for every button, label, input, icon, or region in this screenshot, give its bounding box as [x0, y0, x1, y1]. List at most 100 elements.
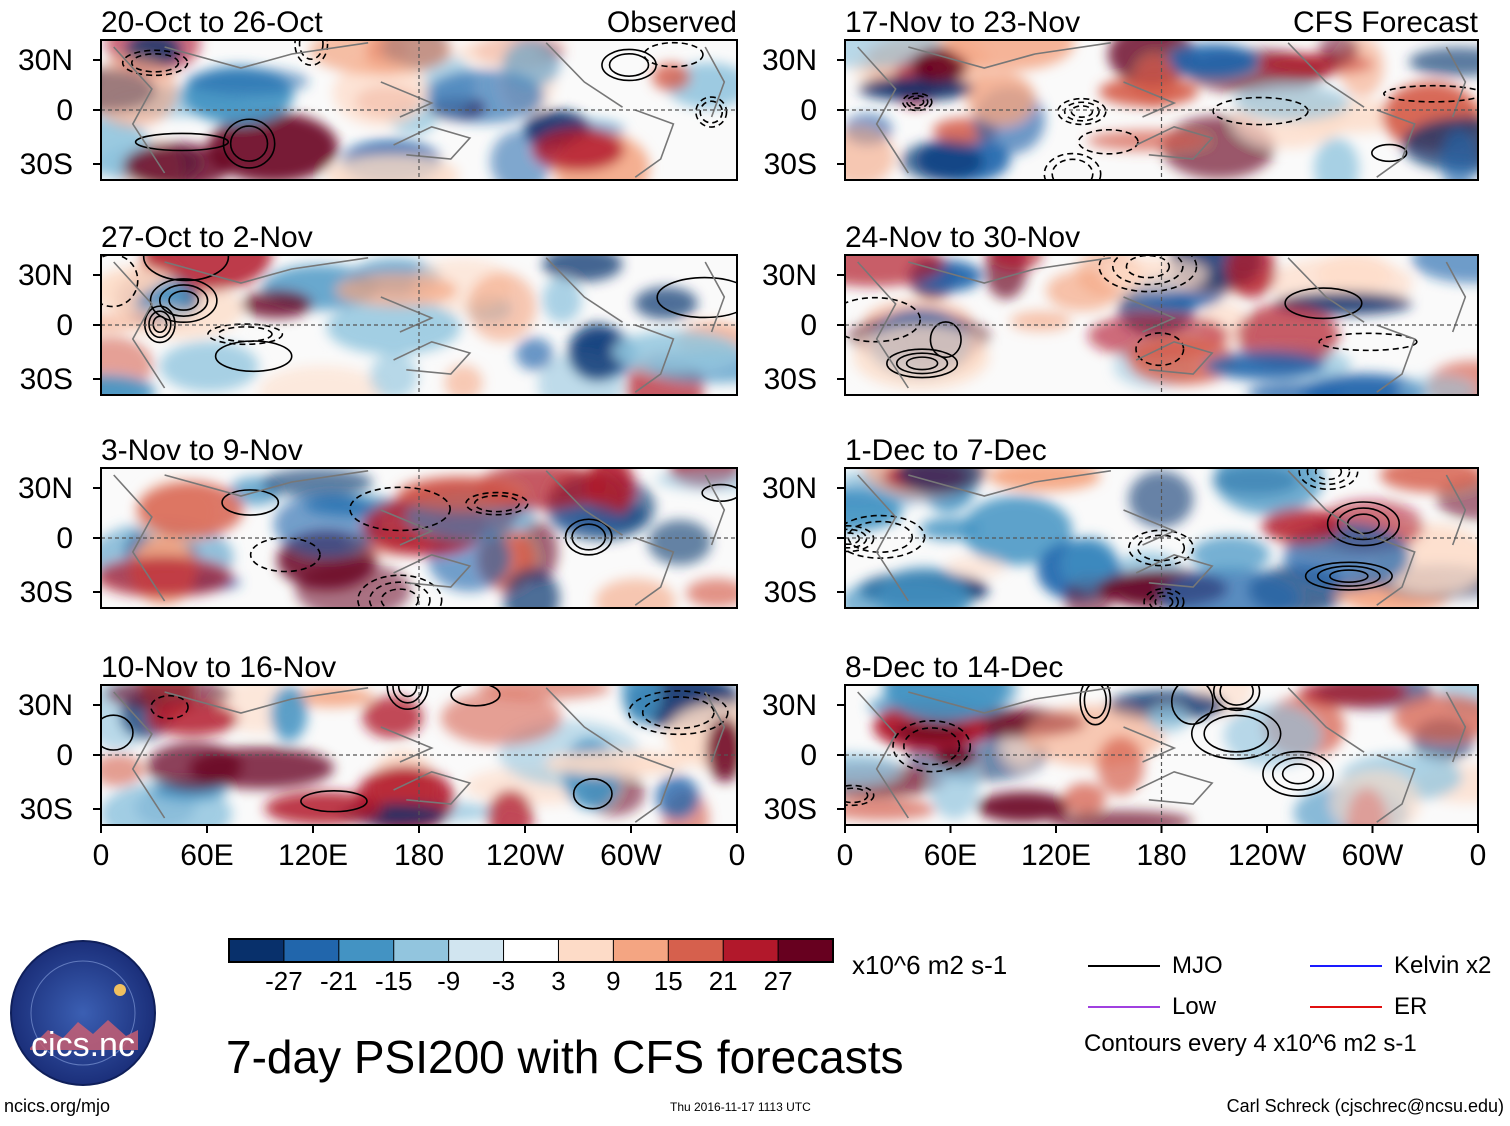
contour-line — [1203, 714, 1270, 753]
anomaly-blob — [207, 112, 339, 180]
colorbar-swatch — [283, 938, 340, 963]
contour-line — [158, 284, 209, 317]
colorbar: -27 -21 -15 -9 -3 3 9 15 21 27 — [228, 938, 834, 996]
coastline — [634, 324, 675, 393]
x-tick-label: 0 — [93, 839, 110, 872]
y-tick-label: 0 — [800, 309, 817, 342]
panel-title: 10-Nov to 16-Nov — [101, 651, 336, 684]
y-tick-label: 30N — [18, 259, 73, 292]
contour-line — [150, 694, 189, 720]
contour-line — [845, 787, 869, 804]
coastline — [1287, 470, 1365, 536]
anomaly-blob — [595, 578, 676, 608]
anomaly-blob — [929, 751, 979, 820]
anomaly-blob — [273, 491, 382, 558]
psi-anomaly-field — [101, 255, 737, 395]
column-label: Observed — [607, 6, 737, 39]
anomaly-blob — [1128, 337, 1237, 385]
contour-line — [134, 132, 230, 152]
coastline — [908, 257, 1111, 284]
anomaly-blob — [264, 791, 383, 825]
panel-title: 17-Nov to 23-Nov — [845, 6, 1080, 39]
x-tick-label: 60E — [924, 839, 977, 872]
coastline — [704, 691, 726, 763]
legend-entry: ER — [1310, 993, 1427, 1021]
colorbar-units: x10^6 m2 s-1 — [852, 950, 1008, 980]
legend-line — [1088, 1006, 1160, 1008]
coastline — [1445, 474, 1467, 546]
contour-line — [349, 486, 451, 532]
anomaly-blob — [1298, 685, 1408, 708]
contour-line — [1316, 565, 1381, 587]
coastline — [1376, 324, 1416, 393]
anomaly-blob — [532, 127, 625, 172]
contour-line — [143, 305, 176, 344]
anomaly-blob — [542, 255, 623, 282]
contour-line — [1212, 685, 1261, 712]
mjo-contours — [845, 685, 1335, 807]
anomaly-blob — [1203, 352, 1326, 380]
x-tick-label: 120W — [486, 839, 565, 872]
colorbar-swatch — [503, 938, 560, 963]
contour-line — [294, 40, 329, 66]
coastline — [634, 754, 675, 823]
contour-line — [298, 40, 324, 61]
anomaly-blob — [120, 305, 199, 330]
y-tick-label: 30S — [20, 148, 73, 181]
legend-entry: Low — [1088, 993, 1216, 1021]
anomaly-blob — [1097, 736, 1145, 796]
y-tick-label: 30N — [762, 472, 817, 505]
anomaly-blob — [686, 578, 737, 608]
coastline — [380, 81, 434, 118]
coastline — [704, 261, 726, 333]
coastline — [1445, 46, 1467, 118]
anomaly-blob — [1226, 255, 1277, 298]
anomaly-blob — [185, 67, 309, 96]
contour-line — [905, 356, 939, 371]
anomaly-blob — [621, 685, 662, 724]
x-tick-label: 0 — [1470, 839, 1487, 872]
panel-title: 24-Nov to 30-Nov — [845, 221, 1080, 254]
contour-line — [1135, 332, 1185, 367]
anomaly-blob — [1190, 535, 1271, 574]
coastline — [113, 261, 166, 389]
panel-right-2: 30N 0 30S 24-Nov to 30-Nov — [762, 221, 1479, 396]
y-tick-label: 0 — [800, 522, 817, 555]
y-tick-label: 30S — [20, 576, 73, 609]
coastline — [164, 687, 369, 714]
y-tick-label: 30S — [764, 576, 817, 609]
coastline — [908, 42, 1111, 69]
contour-line — [168, 290, 200, 311]
anomaly-blob — [136, 481, 244, 539]
colorbar-swatch — [228, 938, 285, 963]
anomaly-blob — [651, 63, 691, 92]
panel-right-4: 30N 0 30S 8-Dec to 14-Dec — [762, 651, 1479, 826]
anomaly-blob — [1050, 810, 1193, 825]
contour-line — [1212, 96, 1309, 126]
contour-line — [142, 255, 230, 282]
contour-line — [656, 276, 737, 319]
contour-line — [1148, 591, 1179, 608]
footer-left[interactable]: ncics.org/mjo — [4, 1096, 111, 1116]
coastline — [1287, 687, 1365, 753]
legend-label: Kelvin x2 — [1394, 952, 1492, 979]
coastline — [1287, 42, 1365, 108]
legend-label: MJO — [1172, 952, 1223, 979]
coastlines — [857, 257, 1467, 393]
anomaly-blob — [335, 273, 458, 307]
anomaly-blob — [1128, 470, 1194, 528]
contour-line — [1336, 507, 1390, 541]
panel-right-1: 30N 0 30S 17-Nov to 23-Nov CFS Forecast — [762, 6, 1479, 181]
contour-line — [1318, 332, 1418, 352]
coastlines — [857, 470, 1467, 606]
colorbar-swatch — [612, 938, 670, 963]
anomaly-blob — [362, 696, 424, 739]
contour-line — [1143, 587, 1185, 608]
coastline — [634, 537, 675, 606]
column-label: CFS Forecast — [1293, 6, 1479, 39]
contour-line — [564, 518, 613, 556]
anomaly-blob — [101, 375, 156, 395]
contour-line — [929, 321, 962, 359]
coastline — [1445, 261, 1467, 333]
colorbar-tick-label: -27 — [265, 966, 303, 996]
